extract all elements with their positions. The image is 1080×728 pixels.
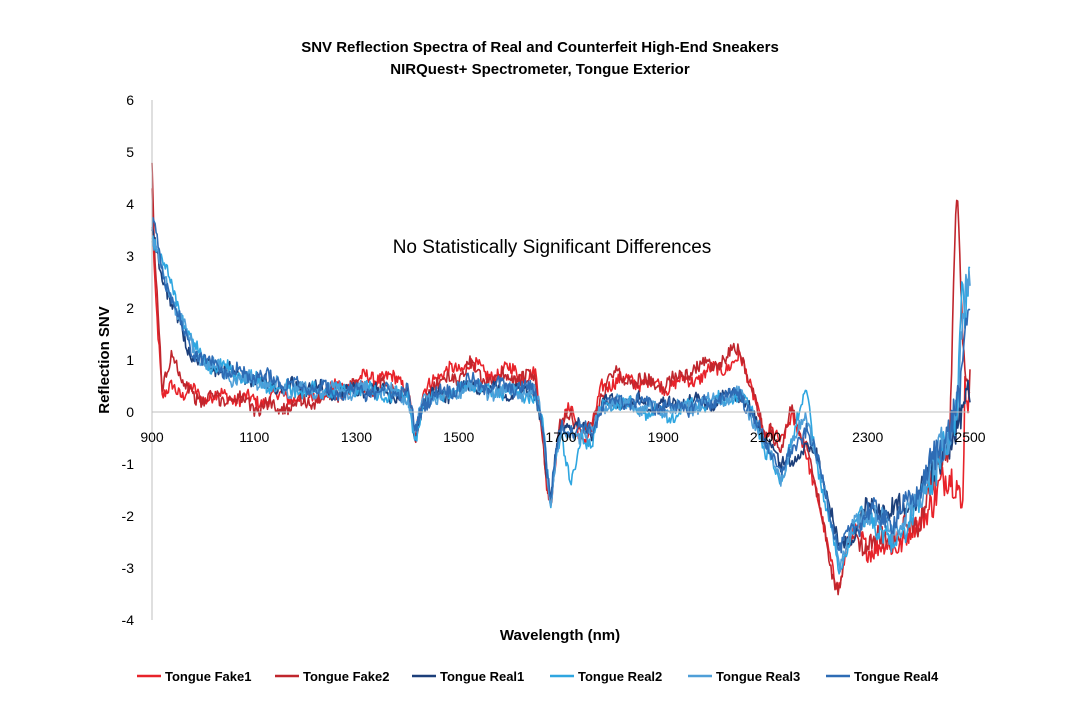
x-tick-label: 1700: [545, 429, 576, 445]
axes-layer: [151, 100, 970, 620]
y-tick-label: 4: [126, 196, 134, 212]
legend-label: Tongue Fake2: [303, 669, 389, 684]
y-axis-title: Reflection SNV: [96, 306, 113, 414]
y-tick-label: 5: [126, 144, 134, 160]
significance-annotation: No Statistically Significant Differences: [393, 237, 712, 258]
x-tick-label: 900: [140, 429, 164, 445]
legend: Tongue Fake1 Tongue Fake2 Tongue Real1 Tong…: [137, 669, 939, 684]
x-tick-label: 2100: [750, 429, 781, 445]
x-tick-label: 1500: [443, 429, 474, 445]
legend-item: Tongue Real3: [688, 669, 800, 684]
y-tick-label: -4: [122, 612, 135, 628]
legend-label: Tongue Real4: [854, 669, 939, 684]
x-tick-label: 1100: [239, 429, 269, 445]
series-layer: [151, 162, 971, 596]
y-tick-label: -3: [122, 560, 135, 576]
x-tick-label: 1300: [341, 429, 372, 445]
y-tick-label: -1: [122, 456, 135, 472]
legend-label: Tongue Real3: [716, 669, 800, 684]
x-tick-label: 1900: [648, 429, 679, 445]
y-tick-label: 0: [126, 404, 134, 420]
y-tick-label: 3: [126, 248, 134, 264]
tick-labels: -4 -3 -2 -1 0 1 2 3 4 5 6 900 1100 1300 1500 1700 1900 21…: [122, 92, 986, 628]
legend-label: Tongue Real1: [440, 669, 524, 684]
legend-item: Tongue Real4: [826, 669, 939, 684]
y-tick-label: 2: [126, 300, 134, 316]
chart-title: SNV Reflection Spectra of Real and Count…: [301, 39, 779, 56]
legend-item: Tongue Fake2: [275, 669, 389, 684]
legend-item: Tongue Real1: [412, 669, 524, 684]
y-tick-label: -2: [122, 508, 135, 524]
y-tick-label: 1: [126, 352, 134, 368]
series-line-6: [151, 217, 971, 554]
legend-label: Tongue Real2: [578, 669, 662, 684]
x-tick-label: 2500: [954, 429, 985, 445]
x-tick-label: 2300: [852, 429, 883, 445]
chart-subtitle: NIRQuest+ Spectrometer, Tongue Exterior: [390, 61, 690, 78]
legend-label: Tongue Fake1: [165, 669, 251, 684]
legend-item: Tongue Real2: [550, 669, 662, 684]
x-axis-title: Wavelength (nm): [500, 627, 620, 644]
y-tick-label: 6: [126, 92, 134, 108]
legend-item: Tongue Fake1: [137, 669, 251, 684]
